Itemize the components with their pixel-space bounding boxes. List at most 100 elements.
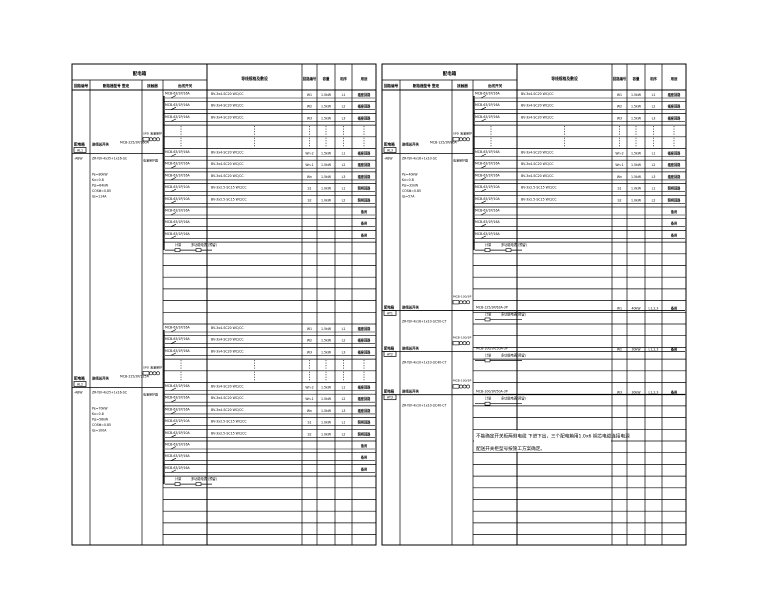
- circuit-phase: L1: [342, 187, 346, 191]
- circuit-kw: 1.5kW: [631, 105, 642, 109]
- circuit-cable: BV-3x4-SC20 WC/CC: [521, 104, 554, 108]
- note-line: 配送开关柜型号按施工方案确定。: [476, 445, 545, 452]
- circuit-use: 照明回路: [358, 420, 372, 425]
- panel-param: Pe=40kW: [402, 173, 418, 177]
- circuit-phase: L3: [342, 350, 346, 354]
- circuit-breaker: MCB-63/1P/16A: [475, 92, 501, 96]
- breaker-switch-icon: [480, 200, 487, 204]
- breaker-switch-icon: [170, 422, 177, 426]
- circuit-breaker: MCB-63/1P/16A: [165, 384, 191, 388]
- circuit-phase: L1: [652, 152, 656, 156]
- feeder-switch: MCB-100/3P: [453, 379, 471, 383]
- breaker-switch-icon: [170, 188, 177, 192]
- feeder-spd-icon: [452, 300, 460, 305]
- header-group-title: 配电箱: [133, 70, 147, 77]
- circuit-breaker: MCB-63/1P/16A: [165, 232, 191, 236]
- header-cable: 导线规格及敷设: [241, 76, 268, 81]
- circuit-cable: BV-3x4-SC20 WC/CC: [211, 92, 244, 96]
- feeder-phase: L1,2,3: [649, 391, 659, 395]
- circuit-breaker: MCB-63/1P/16A: [475, 103, 501, 107]
- feeder-name: 进线总开关: [402, 389, 420, 394]
- circuit-breaker: MCB-63/1P/16A: [165, 150, 191, 154]
- circuit-cable: BV-3x4-SC20 WC/CC: [211, 174, 244, 178]
- feeder-meter-note: 多功能电表(预留): [501, 352, 526, 357]
- spd-ground-icon: [459, 137, 463, 142]
- circuit-phase: L1: [652, 187, 656, 191]
- meter-label: 计量: [175, 242, 182, 247]
- panel-param: COSΦ=0.85: [402, 189, 421, 193]
- panel-name: 配电箱: [384, 142, 395, 147]
- meter-icon: [174, 482, 181, 486]
- breaker-switch-icon: [480, 235, 487, 239]
- feeder-meter-icon: [484, 317, 491, 322]
- note-background: [474, 430, 611, 452]
- circuit-no: Wn: [307, 175, 312, 179]
- header-kw: 容量: [632, 76, 640, 81]
- circuit-cable: BV-3x4-SC20 WC/CC: [211, 338, 244, 342]
- panel-param: COSΦ=0.85: [92, 189, 111, 193]
- circuit-breaker: MCB-63/1P/16A: [165, 454, 191, 458]
- breaker-switch-icon: [170, 106, 177, 110]
- header-group-title: 配电箱: [443, 70, 457, 77]
- breaker-switch-icon: [480, 177, 487, 181]
- header-phase: 相序: [340, 76, 347, 81]
- feeder-ground-icon: [462, 341, 467, 346]
- circuit-breaker: MCB-63/1P/16A: [165, 209, 191, 213]
- circuit-phase: L1: [342, 386, 346, 390]
- feeder-use: 备用: [670, 305, 677, 310]
- circuit-no: W3: [617, 116, 622, 120]
- feeder-ground-icon: [459, 341, 463, 346]
- breaker-switch-icon: [480, 188, 487, 192]
- feeder-code: AT3: [387, 396, 393, 400]
- feeder-meter-label: 计量: [485, 311, 492, 316]
- feeder-spd-icon: [452, 384, 460, 389]
- spd-ground-icon: [149, 137, 153, 142]
- circuit-phase: L3: [652, 175, 656, 179]
- feeder-cable: ZR-YJV-4x10+1x10-SC40-CT: [402, 404, 447, 408]
- panel-param: Ijs=100A: [92, 429, 107, 433]
- header-use: 用途: [670, 76, 678, 81]
- circuit-kw: 1.5kW: [321, 350, 332, 354]
- circuit-no: S1: [307, 187, 311, 191]
- spd-label: SPD 浪涌保护: [143, 131, 162, 136]
- circuit-use: 备用: [360, 232, 367, 237]
- main-switch-label: 进线总开关: [92, 376, 110, 381]
- circuit-use: 备用: [360, 455, 367, 460]
- circuit-kw: 1.5kW: [321, 116, 332, 120]
- circuit-cable: BV-3x4-SC20 WC/CC: [211, 396, 244, 400]
- circuit-breaker: MCB-63/1P/10A: [475, 197, 501, 201]
- circuit-no: Wn-1: [305, 163, 313, 167]
- circuit-phase: L3: [342, 116, 346, 120]
- circuit-no: W2: [617, 105, 622, 109]
- feeder-label: 配电箱: [384, 389, 395, 394]
- circuit-breaker: MCB-63/1P/10A: [165, 197, 191, 201]
- breaker-switch-icon: [170, 235, 177, 239]
- header-no: 回路编号: [613, 76, 627, 81]
- feeder-meter-icon: [484, 358, 491, 363]
- spd-ground-icon: [156, 371, 160, 376]
- panel-code: AL1: [77, 149, 83, 153]
- circuit-use: 备用: [670, 221, 677, 226]
- circuit-breaker: MCB-63/1P/10A: [475, 185, 501, 189]
- feeder-name: 进线总开关: [402, 304, 420, 309]
- panel-code-box: [73, 381, 87, 387]
- feeder-switch: MCB-100/3P: [453, 294, 471, 298]
- feeder-breaker: MCB-125/3P/63A-3P: [476, 305, 508, 309]
- circuit-use: 照明回路: [358, 197, 372, 202]
- circuit-kw: 1.5kW: [321, 339, 332, 343]
- main-switch-label: 进线总开关: [92, 142, 110, 147]
- circuit-use: 插座回路: [668, 92, 682, 97]
- breaker-switch-icon: [170, 411, 177, 415]
- spd-note: 电涌保护器: [143, 392, 158, 397]
- breaker-switch-icon: [170, 153, 177, 157]
- header-circuit-no: 回路编号: [384, 83, 399, 88]
- feeder-name: 进线总开关: [402, 345, 420, 350]
- feeder-phase: L1,2,3: [649, 306, 659, 310]
- circuit-cable: BV-3x2.5-SC15 WC/CC: [521, 186, 557, 190]
- feeder-meter-label: 计量: [485, 352, 492, 357]
- breaker-switch-icon: [170, 434, 177, 438]
- panel-param: Kx=0.8: [92, 412, 104, 416]
- spd-ground-icon: [156, 137, 160, 142]
- meter-note: 多功能电表 (预留): [501, 242, 527, 247]
- breaker-switch-icon: [170, 469, 177, 473]
